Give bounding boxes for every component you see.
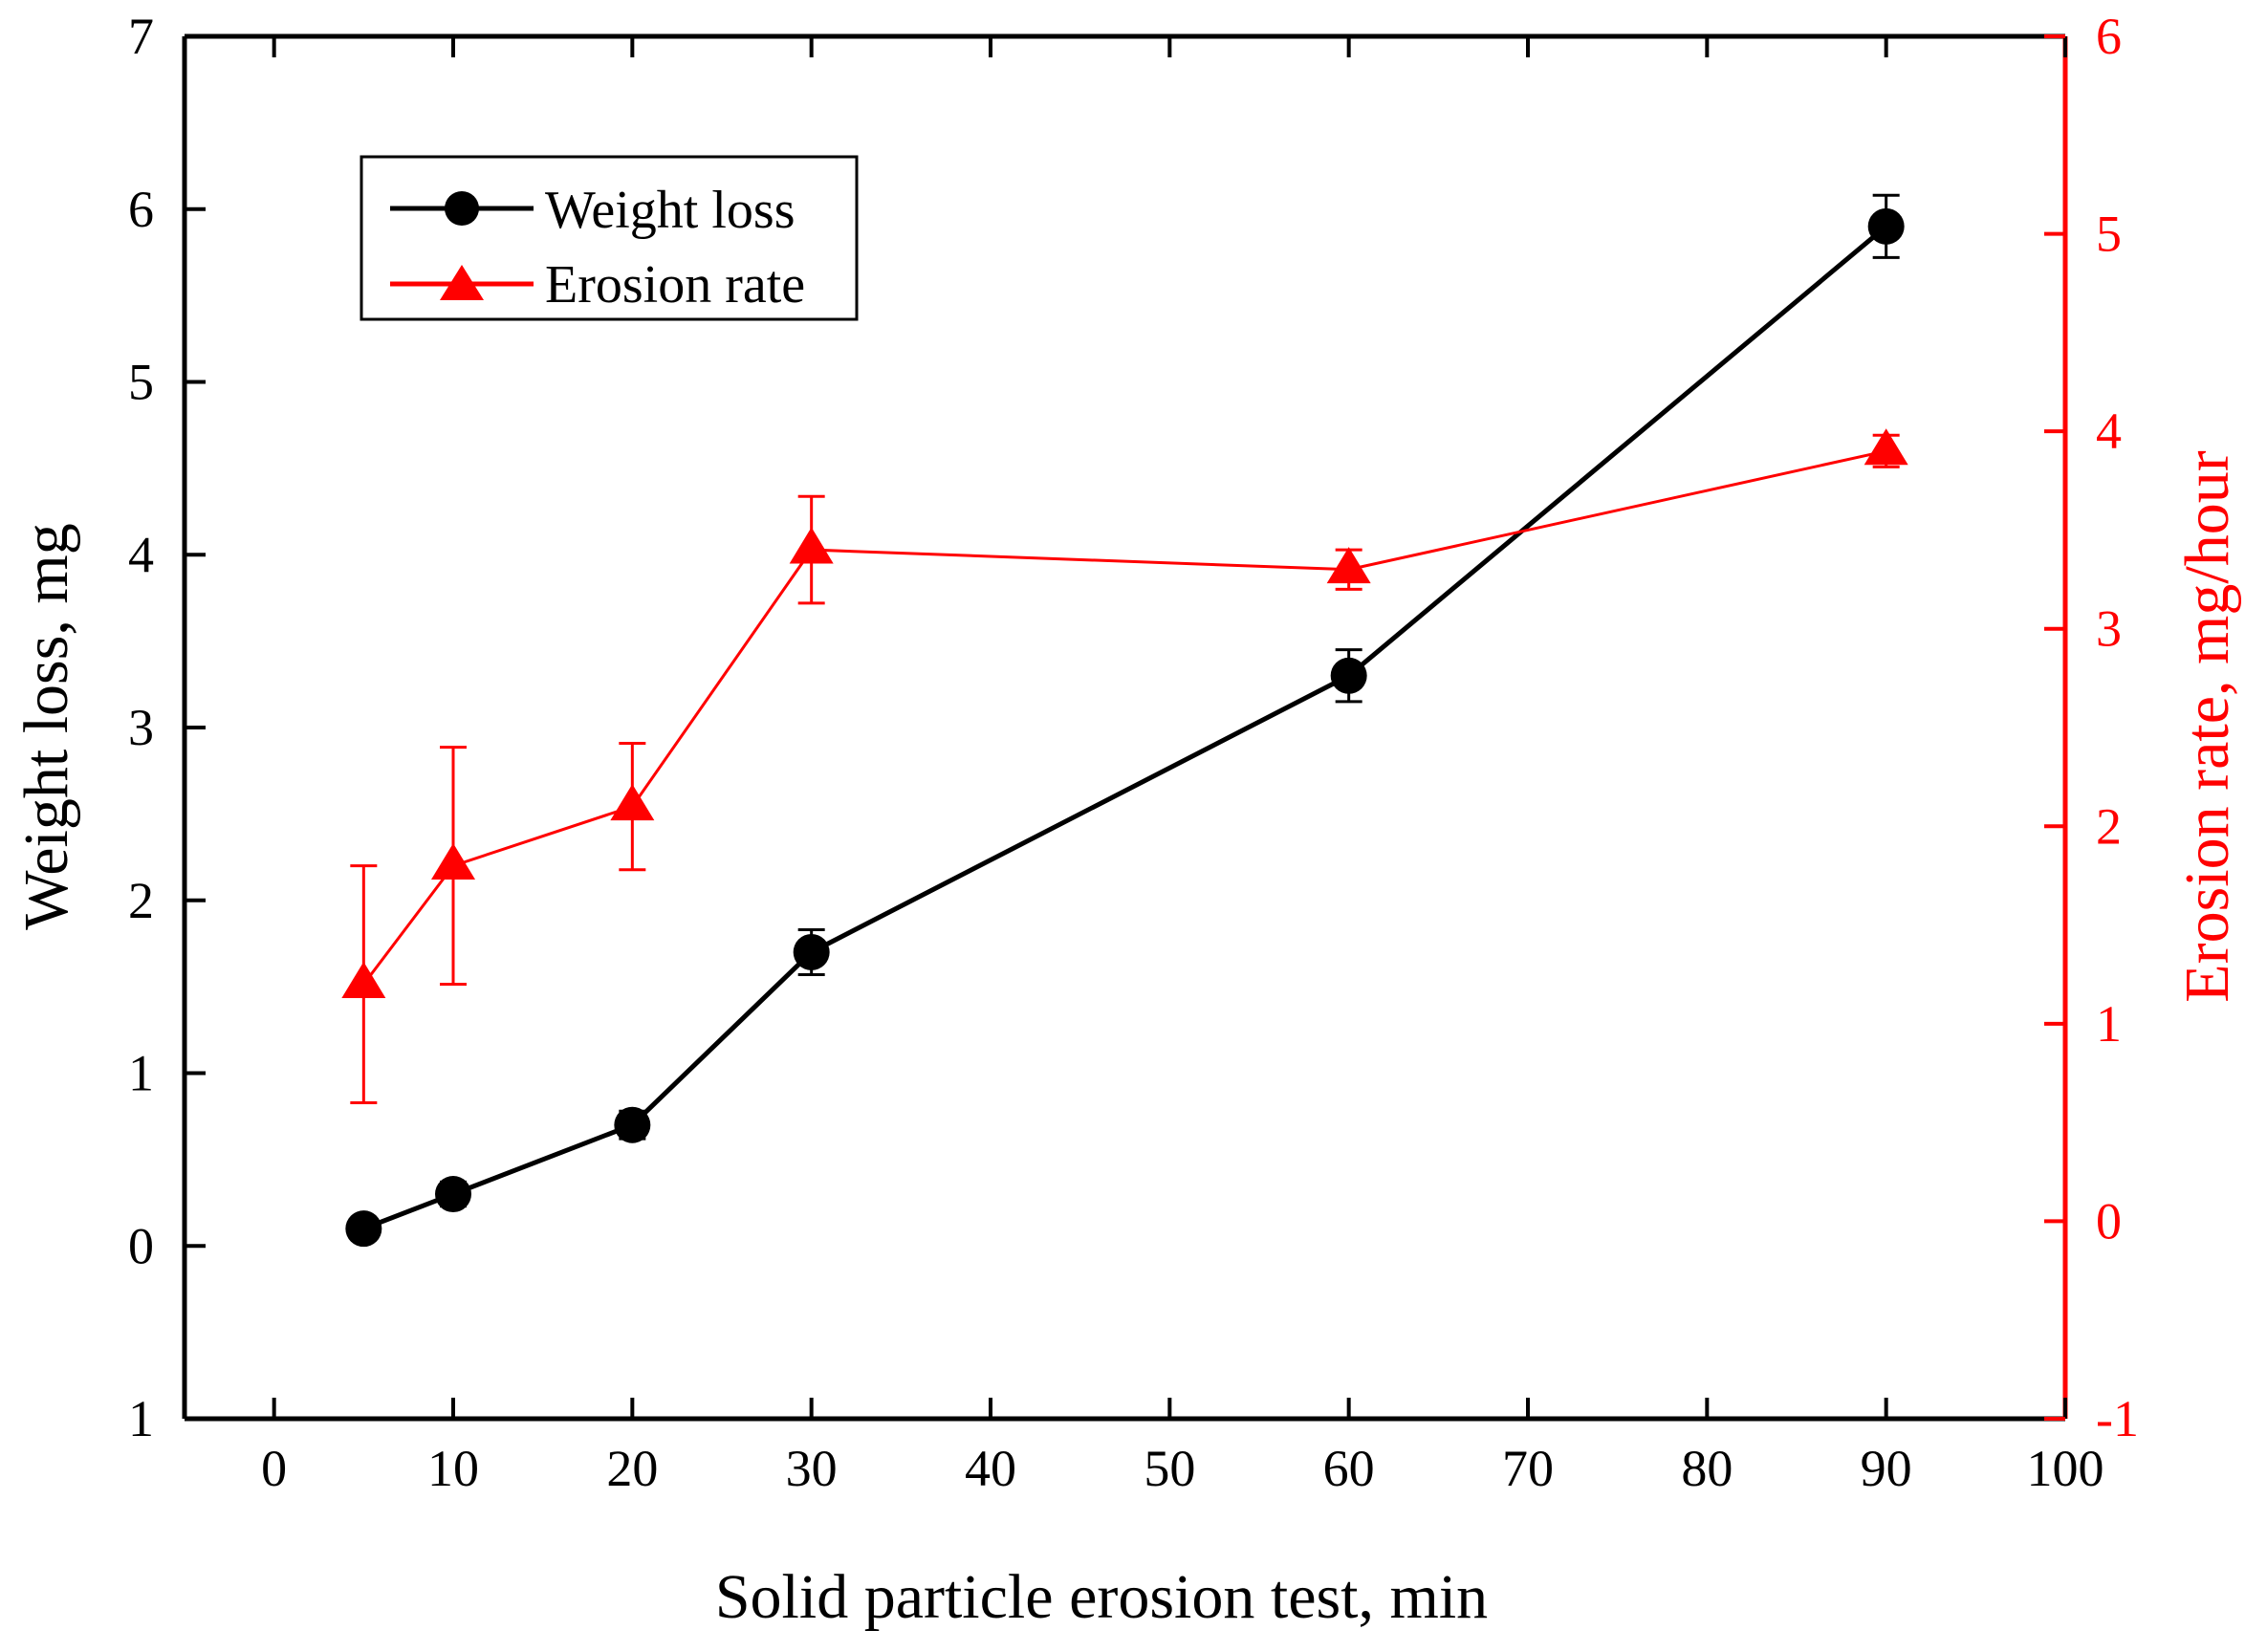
y-tick-label: 3: [128, 699, 154, 756]
legend: Weight loss Erosion rate: [360, 155, 859, 321]
x-tick-label: 50: [1144, 1440, 1195, 1497]
data-point-erosion-rate: [610, 784, 655, 821]
y-axis-right: -1 0 1 2 3 4 5 6: [2044, 8, 2139, 1447]
y2-tick-label: -1: [2096, 1390, 2139, 1447]
x-tick-label: 30: [786, 1440, 838, 1497]
y2-tick-label: 0: [2096, 1192, 2122, 1250]
data-point-weight-loss: [614, 1106, 651, 1143]
y-tick-label: 5: [128, 354, 154, 411]
x-tick-label: 40: [965, 1440, 1016, 1497]
legend-box: [360, 155, 859, 321]
data-point-weight-loss: [1330, 657, 1367, 694]
series-line-erosion-rate: [362, 449, 1886, 986]
x-tick-label: 80: [1681, 1440, 1733, 1497]
y-tick-label: 2: [128, 872, 154, 929]
y2-tick-label: 6: [2096, 8, 2122, 65]
x-tick-label: 100: [2027, 1440, 2104, 1497]
legend-marker-weight-loss: [445, 191, 479, 226]
data-point-weight-loss: [435, 1176, 471, 1213]
data-point-erosion-rate: [431, 843, 475, 880]
series-layer: [341, 193, 1908, 1248]
data-point-erosion-rate: [1326, 547, 1371, 584]
y-tick-label: 1: [128, 1045, 154, 1102]
legend-label-erosion-rate: Erosion rate: [545, 255, 805, 315]
x-tick-label: 60: [1323, 1440, 1375, 1497]
data-point-weight-loss: [345, 1210, 382, 1248]
x-tick-label: 70: [1502, 1440, 1554, 1497]
y-tick-label: 6: [128, 181, 154, 238]
data-point-erosion-rate: [341, 961, 386, 998]
y-tick-label: 0: [128, 1217, 154, 1274]
y-tick-label-bottom: 1: [128, 1390, 154, 1447]
x-tick-label: 0: [261, 1440, 287, 1497]
y2-tick-label: 4: [2096, 402, 2122, 460]
data-point-erosion-rate: [1864, 428, 1908, 466]
y2-axis-title: Erosion rate, mg/hour: [2172, 450, 2242, 1002]
data-point-weight-loss: [793, 933, 830, 970]
x-tick-label: 10: [427, 1440, 479, 1497]
legend-marker-erosion-rate: [440, 265, 484, 300]
y2-tick-label: 5: [2096, 206, 2122, 263]
legend-label-weight-loss: Weight loss: [545, 181, 796, 240]
x-axis: 0 10 20 30 40 50 60 70 80 90 100: [261, 36, 2104, 1497]
y-tick-label: 7: [128, 8, 154, 65]
y-tick-label: 4: [128, 526, 154, 583]
data-point-erosion-rate: [789, 527, 834, 564]
y2-tick-label: 2: [2096, 797, 2122, 855]
x-tick-label: 20: [606, 1440, 658, 1497]
y-axis-title: Weight loss, mg: [11, 523, 81, 930]
data-point-weight-loss: [1867, 207, 1905, 245]
series-line-weight-loss: [362, 224, 1888, 1231]
y2-tick-label: 3: [2096, 600, 2122, 658]
x-tick-label: 90: [1861, 1440, 1912, 1497]
y-axis-left: 0 1 2 3 4 5 6 7 1: [128, 8, 206, 1447]
y2-tick-label: 1: [2096, 995, 2122, 1053]
x-axis-title: Solid particle erosion test, min: [715, 1562, 1488, 1632]
